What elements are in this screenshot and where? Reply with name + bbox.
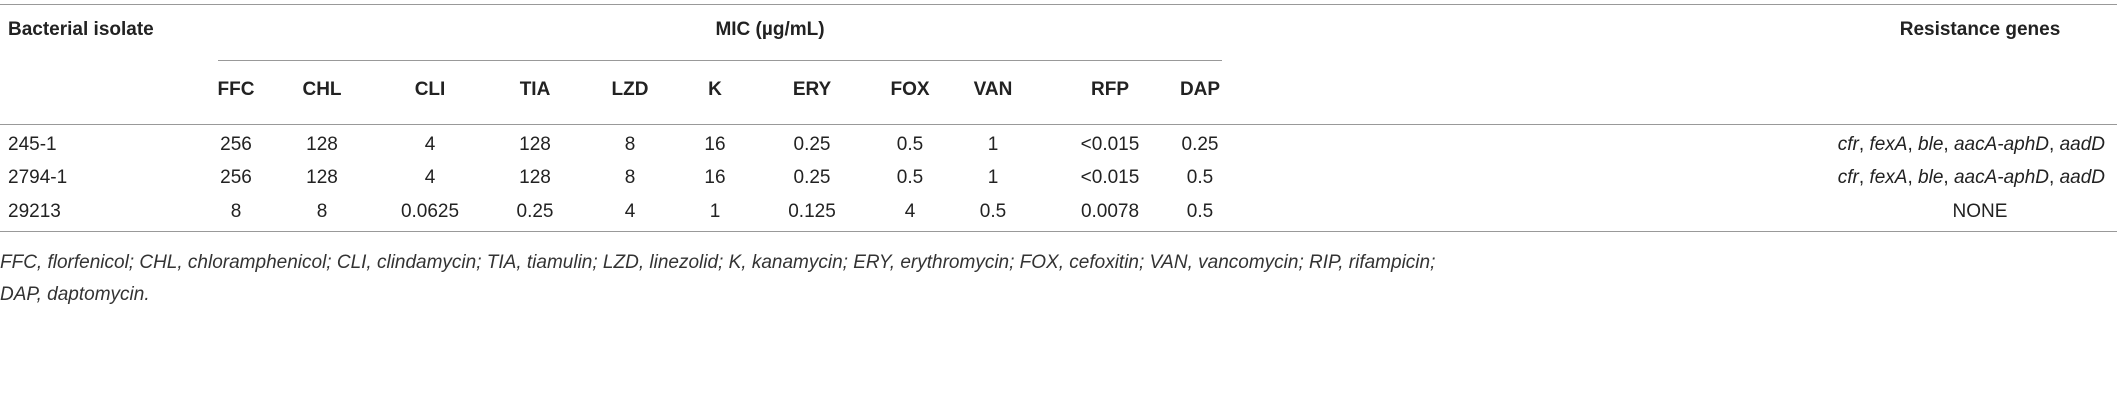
drug-header: DAP — [1179, 79, 1221, 100]
mic-value: 16 — [704, 134, 726, 155]
drug-header: LZD — [611, 79, 649, 100]
gene: ble — [1918, 134, 1944, 155]
rule — [0, 231, 2117, 232]
mic-value: 0.5 — [979, 201, 1007, 222]
drug-header: K — [708, 79, 722, 100]
mic-value: 4 — [904, 201, 916, 222]
mic-value: 4 — [624, 201, 636, 222]
mic-value: 4 — [424, 134, 436, 155]
drug-header: CLI — [414, 79, 446, 100]
rule — [0, 4, 2117, 5]
gene: fexA — [1869, 167, 1908, 188]
mic-value: 0.5 — [896, 134, 924, 155]
mic-value: <0.015 — [1080, 134, 1140, 155]
drug-header: RFP — [1091, 79, 1129, 100]
rule — [218, 60, 1222, 61]
mic-value: 0.5 — [1186, 167, 1214, 188]
mic-value: 0.25 — [1181, 134, 1219, 155]
mic-value: 16 — [704, 167, 726, 188]
isolate: 2794-1 — [8, 167, 68, 188]
mic-value: 1 — [709, 201, 721, 222]
drug-header: FFC — [217, 79, 255, 100]
mic-value: 8 — [624, 167, 636, 188]
mic-value: 128 — [306, 167, 338, 188]
genes: cfr, fexA, ble, aacA-aphD, aadD — [1838, 133, 2105, 157]
header-genes: Resistance genes — [1899, 19, 2061, 40]
mic-value: 0.25 — [793, 167, 831, 188]
drug-header: TIA — [519, 79, 551, 100]
gene: aadD — [2059, 167, 2105, 188]
mic-value: 0.5 — [896, 167, 924, 188]
mic-value: 128 — [519, 134, 551, 155]
drug-header: ERY — [792, 79, 832, 100]
mic-value: 1 — [987, 167, 999, 188]
gene: , — [1943, 167, 1954, 188]
mic-value: 0.0625 — [400, 201, 460, 222]
footnote: FFC, florfenicol; CHL, chloramphenicol; … — [0, 252, 1436, 273]
mic-value: 0.5 — [1186, 201, 1214, 222]
mic-value: 128 — [306, 134, 338, 155]
mic-value: 0.125 — [788, 201, 836, 222]
gene: , — [1907, 134, 1919, 155]
gene: , — [1858, 134, 1870, 155]
mic-value: 8 — [230, 201, 242, 222]
drug-header: VAN — [973, 79, 1013, 100]
mic-value: 0.25 — [793, 134, 831, 155]
gene: aacA-aphD — [1953, 134, 2050, 155]
mic-value: 0.25 — [516, 201, 554, 222]
mic-value: 256 — [220, 167, 252, 188]
gene: aadD — [2059, 134, 2105, 155]
isolate: 245-1 — [8, 134, 57, 155]
gene: , — [1943, 134, 1954, 155]
gene: ble — [1918, 167, 1944, 188]
isolate: 29213 — [8, 201, 61, 222]
mic-value: 256 — [220, 134, 252, 155]
footnote: DAP, daptomycin. — [0, 284, 150, 305]
mic-value: 8 — [624, 134, 636, 155]
gene: NONE — [1952, 201, 2008, 222]
genes: NONE — [1953, 200, 2008, 224]
gene: fexA — [1869, 134, 1908, 155]
mic-value: <0.015 — [1080, 167, 1140, 188]
rule — [0, 124, 2117, 125]
header-isolate: Bacterial isolate — [8, 19, 154, 40]
genes: cfr, fexA, ble, aacA-aphD, aadD — [1838, 166, 2105, 190]
mic-value: 1 — [987, 134, 999, 155]
gene: , — [2049, 134, 2060, 155]
mic-value: 8 — [316, 201, 328, 222]
gene: , — [1907, 167, 1919, 188]
gene: cfr — [1837, 167, 1859, 188]
gene: cfr — [1837, 134, 1859, 155]
mic-value: 128 — [519, 167, 551, 188]
gene: , — [1858, 167, 1870, 188]
gene: aacA-aphD — [1953, 167, 2050, 188]
mic-value: 4 — [424, 167, 436, 188]
gene: , — [2049, 167, 2060, 188]
drug-header: CHL — [302, 79, 342, 100]
drug-header: FOX — [890, 79, 930, 100]
header-mic: MIC (µg/mL) — [715, 19, 825, 40]
mic-value: 0.0078 — [1080, 201, 1140, 222]
